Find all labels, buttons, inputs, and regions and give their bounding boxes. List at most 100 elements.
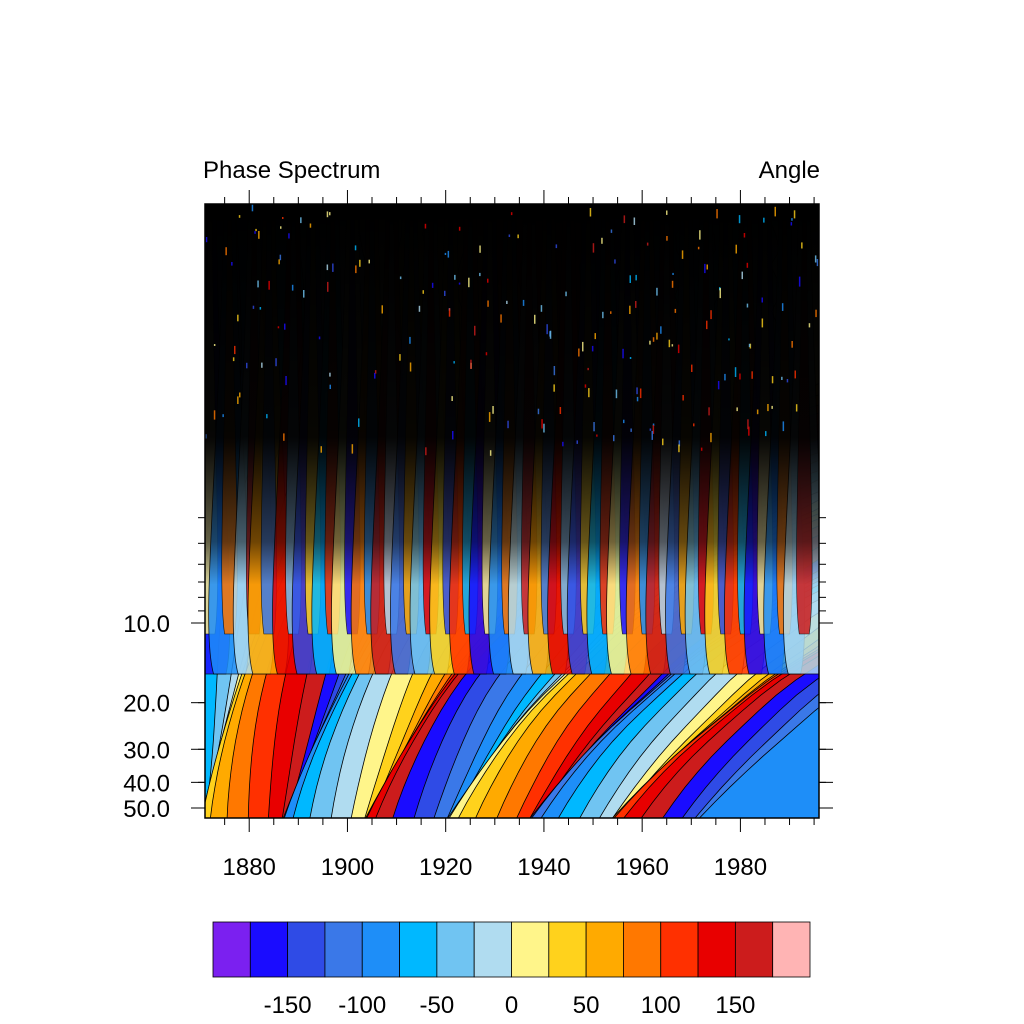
speckle bbox=[291, 284, 294, 291]
speckle bbox=[629, 305, 631, 314]
speckle bbox=[771, 376, 774, 384]
speckle bbox=[816, 259, 819, 267]
speckle bbox=[534, 314, 536, 324]
high-frequency-dark-region bbox=[205, 204, 819, 818]
speckle bbox=[601, 237, 603, 244]
speckle bbox=[553, 384, 555, 392]
speckle bbox=[639, 388, 642, 399]
speckle bbox=[582, 341, 584, 352]
speckle bbox=[517, 234, 519, 239]
x-tick-label: 1900 bbox=[321, 854, 374, 881]
speckle bbox=[280, 226, 282, 229]
speckle bbox=[454, 274, 456, 280]
colorbar-swatch bbox=[436, 921, 475, 978]
colorbar: -150 -100 -50 0 50 100 150 bbox=[212, 921, 811, 1019]
speckle bbox=[487, 300, 489, 307]
speckle bbox=[252, 305, 255, 309]
y-axis: 10.0 20.0 30.0 40.050.0 bbox=[123, 517, 833, 823]
speckle bbox=[652, 337, 655, 342]
speckle bbox=[288, 233, 290, 239]
speckle bbox=[592, 243, 595, 253]
speckle bbox=[646, 242, 649, 246]
x-axis: 1880 1900 1920 1940 1960 1980 bbox=[223, 190, 815, 881]
speckle bbox=[259, 307, 262, 310]
speckle bbox=[794, 370, 796, 379]
speckle bbox=[672, 272, 674, 275]
colorbar-swatch bbox=[324, 921, 363, 978]
colorbar-label: 0 bbox=[505, 992, 518, 1019]
speckle bbox=[425, 447, 427, 456]
colorbar-swatch bbox=[660, 921, 699, 978]
speckle bbox=[781, 303, 784, 311]
speckle bbox=[771, 405, 773, 409]
speckle bbox=[681, 250, 684, 259]
speckle bbox=[300, 217, 302, 224]
speckle bbox=[351, 444, 354, 454]
speckle bbox=[258, 231, 260, 239]
speckle bbox=[610, 311, 612, 314]
y-tick-label: 40.0 bbox=[123, 770, 170, 797]
speckle bbox=[409, 362, 412, 372]
speckle bbox=[746, 262, 749, 268]
speckle bbox=[277, 326, 280, 329]
speckle bbox=[329, 212, 331, 216]
speckle bbox=[510, 212, 513, 216]
speckle bbox=[614, 259, 616, 264]
speckle bbox=[283, 433, 285, 441]
speckle bbox=[699, 230, 701, 240]
speckle bbox=[584, 384, 587, 388]
speckle bbox=[717, 381, 720, 390]
speckle bbox=[668, 339, 671, 348]
speckle bbox=[458, 282, 461, 285]
speckle bbox=[479, 245, 481, 253]
speckle bbox=[691, 364, 693, 372]
speckle bbox=[751, 371, 753, 379]
speckle bbox=[257, 280, 259, 288]
speckle bbox=[485, 352, 488, 356]
speckle bbox=[763, 217, 765, 223]
speckle bbox=[468, 277, 470, 288]
speckle bbox=[656, 287, 658, 296]
colorbar-swatch bbox=[287, 921, 326, 978]
colorbar-swatch bbox=[361, 921, 400, 978]
speckle bbox=[651, 431, 653, 440]
speckle bbox=[251, 204, 254, 212]
speckle bbox=[587, 367, 589, 371]
colorbar-swatch bbox=[585, 921, 624, 978]
speckle bbox=[677, 344, 680, 354]
speckle bbox=[710, 310, 712, 320]
speckle bbox=[500, 314, 502, 323]
speckle bbox=[488, 412, 491, 422]
colorbar-swatch bbox=[473, 921, 512, 978]
speckle bbox=[489, 450, 492, 456]
speckle bbox=[320, 446, 322, 453]
speckle bbox=[748, 426, 750, 436]
speckle bbox=[682, 395, 684, 401]
speckle bbox=[537, 408, 540, 415]
speckle bbox=[254, 231, 256, 234]
speckle bbox=[781, 376, 783, 380]
speckle bbox=[635, 274, 637, 281]
speckle bbox=[708, 407, 710, 416]
speckle bbox=[578, 348, 580, 357]
speckle bbox=[285, 376, 287, 386]
speckle bbox=[791, 341, 793, 348]
y-tick-label: 10.0 bbox=[123, 611, 170, 638]
speckle bbox=[327, 281, 329, 292]
speckle bbox=[213, 344, 216, 346]
colorbar-label: 150 bbox=[715, 992, 755, 1019]
speckle bbox=[767, 404, 769, 412]
speckle bbox=[246, 362, 248, 369]
speckle bbox=[232, 357, 235, 362]
speckle bbox=[234, 345, 236, 355]
speckle bbox=[487, 278, 489, 283]
speckle bbox=[761, 318, 764, 328]
speckle bbox=[559, 407, 562, 414]
speckle bbox=[710, 432, 712, 443]
speckle bbox=[656, 332, 658, 340]
speckle bbox=[814, 255, 817, 263]
speckle bbox=[453, 361, 455, 364]
speckle bbox=[268, 280, 270, 290]
speckle bbox=[255, 228, 257, 232]
speckle bbox=[636, 387, 638, 395]
